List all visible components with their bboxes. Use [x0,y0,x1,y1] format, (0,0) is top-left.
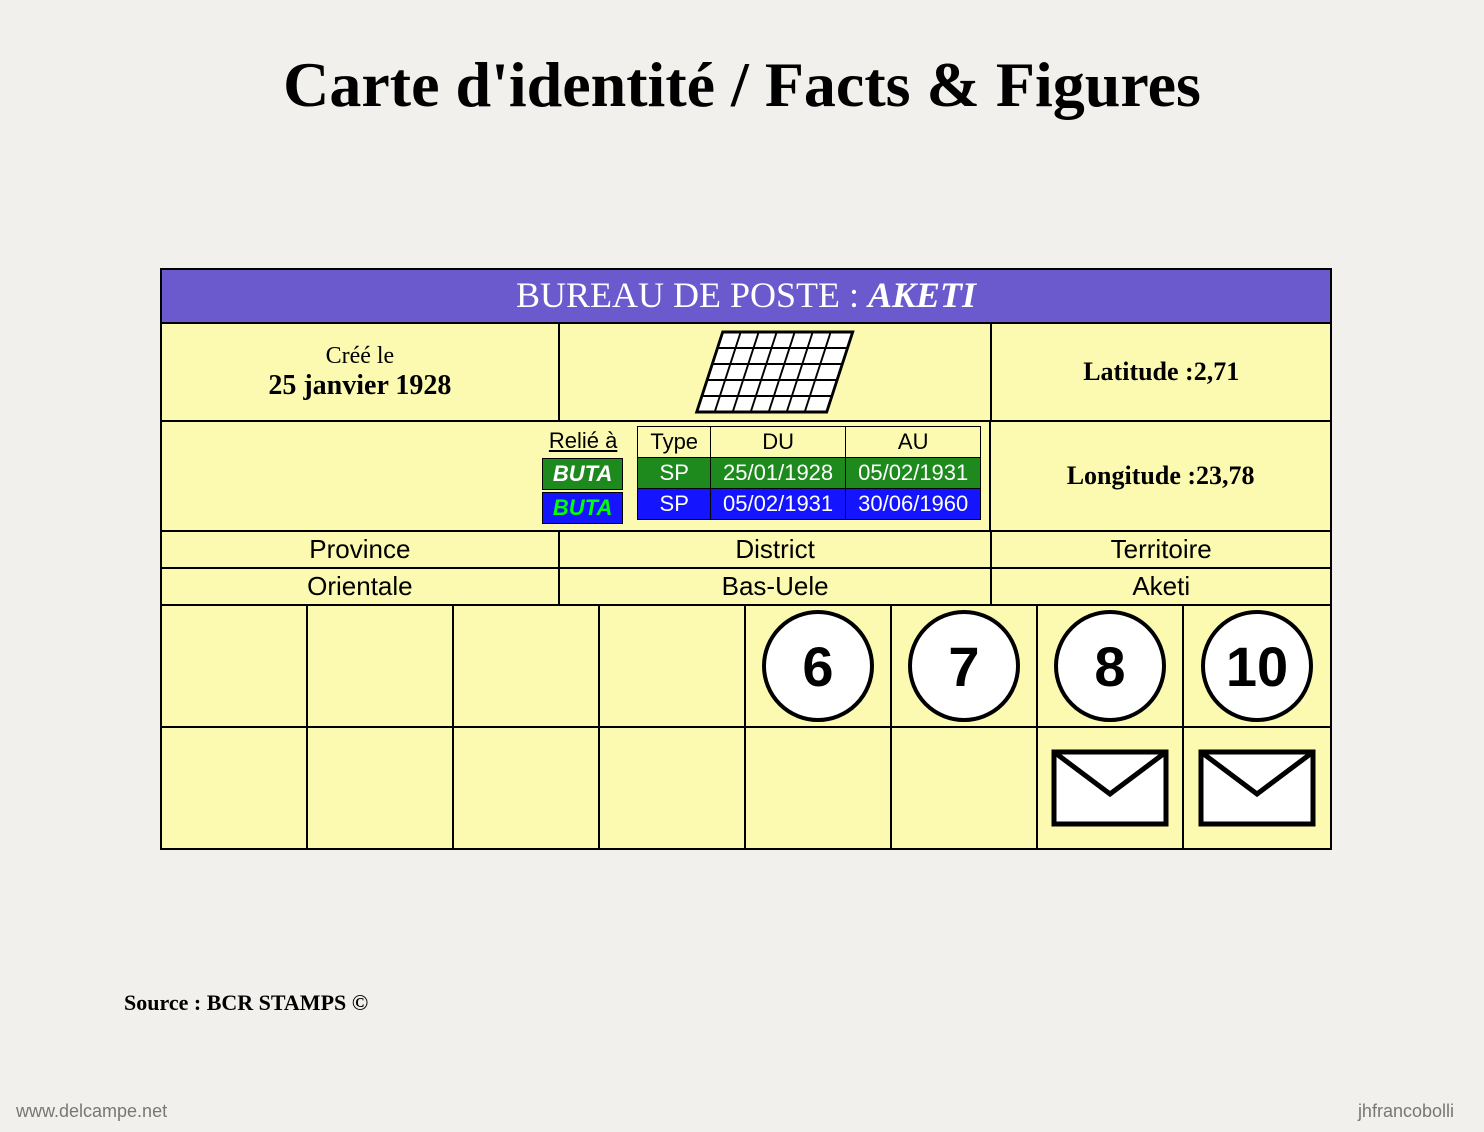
grid-cell: 6 [746,606,892,726]
number-circle: 6 [762,610,874,722]
hdr-territoire: Territoire [992,532,1330,567]
history-left: Relié à BUTABUTA TypeDUAU SP25/01/192805… [162,422,991,530]
grid-cell [454,606,600,726]
val-district: Bas-Uele [560,569,993,604]
grid-cell [162,606,308,726]
history-col: AU [846,427,981,458]
history-cell: 25/01/1928 [711,458,846,489]
source-line: Source : BCR STAMPS © [124,990,368,1016]
grid-cell [454,728,600,848]
grid-cell [600,728,746,848]
grid-cell [308,728,454,848]
watermark-left: www.delcampe.net [16,1101,167,1122]
lat-label: Latitude : [1083,357,1194,387]
history-row: SP05/02/193130/06/1960 [638,489,981,520]
lon-label: Longitude : [1067,461,1196,491]
header-prefix: BUREAU DE POSTE : [516,275,868,315]
grid-cell [1184,728,1330,848]
header-name: AKETI [868,275,976,315]
lat-value: 2,71 [1194,357,1240,387]
creation-date: 25 janvier 1928 [162,370,558,402]
history-col: DU [711,427,846,458]
creation-label: Créé le [162,343,558,370]
history-cell: 05/02/1931 [711,489,846,520]
relie-value: BUTA [542,492,623,524]
lon-value: 23,78 [1196,461,1255,491]
hdr-district: District [560,532,993,567]
number-circle: 10 [1201,610,1313,722]
history-table: TypeDUAU SP25/01/192805/02/1931SP05/02/1… [637,426,981,520]
history-col: Type [638,427,711,458]
latitude-cell: Latitude : 2,71 [992,324,1330,420]
grid-cell [600,606,746,726]
page: Carte d'identité / Facts & Figures BUREA… [0,0,1484,1132]
number-circle: 8 [1054,610,1166,722]
calendar-cell [560,324,993,420]
grid-cell [308,606,454,726]
hdr-province: Province [162,532,560,567]
relie-value: BUTA [542,458,623,490]
history-cell: SP [638,458,711,489]
page-title: Carte d'identité / Facts & Figures [0,0,1484,122]
envelope-icon [1051,749,1169,827]
card-header: BUREAU DE POSTE : AKETI [162,270,1330,324]
grid-cell [892,728,1038,848]
admin-values: Orientale Bas-Uele Aketi [162,569,1330,606]
relie-label: Relié à [542,426,623,456]
relie-block: Relié à BUTABUTA [542,426,623,524]
history-cell: 30/06/1960 [846,489,981,520]
admin-headers: Province District Territoire [162,532,1330,569]
watermark-right: jhfrancobolli [1358,1101,1454,1122]
val-territoire: Aketi [992,569,1330,604]
row-history: Relié à BUTABUTA TypeDUAU SP25/01/192805… [162,422,1330,532]
envelope-icon [1198,749,1316,827]
facts-card: BUREAU DE POSTE : AKETI Créé le 25 janvi… [160,268,1332,850]
history-cell: SP [638,489,711,520]
grid-cell [1038,728,1184,848]
row-envelopes [162,728,1330,848]
grid-cell [162,728,308,848]
history-row: SP25/01/192805/02/1931 [638,458,981,489]
longitude-cell: Longitude : 23,78 [991,422,1330,530]
calendar-icon [690,328,860,416]
row-circles: 678 10 [162,606,1330,728]
row-creation: Créé le 25 janvier 1928 [162,324,1330,422]
grid-cell [746,728,892,848]
history-cell: 05/02/1931 [846,458,981,489]
grid-cell: 8 [1038,606,1184,726]
grid-cell: 7 [892,606,1038,726]
creation-cell: Créé le 25 janvier 1928 [162,324,560,420]
grid-cell: 10 [1184,606,1330,726]
number-circle: 7 [908,610,1020,722]
val-province: Orientale [162,569,560,604]
